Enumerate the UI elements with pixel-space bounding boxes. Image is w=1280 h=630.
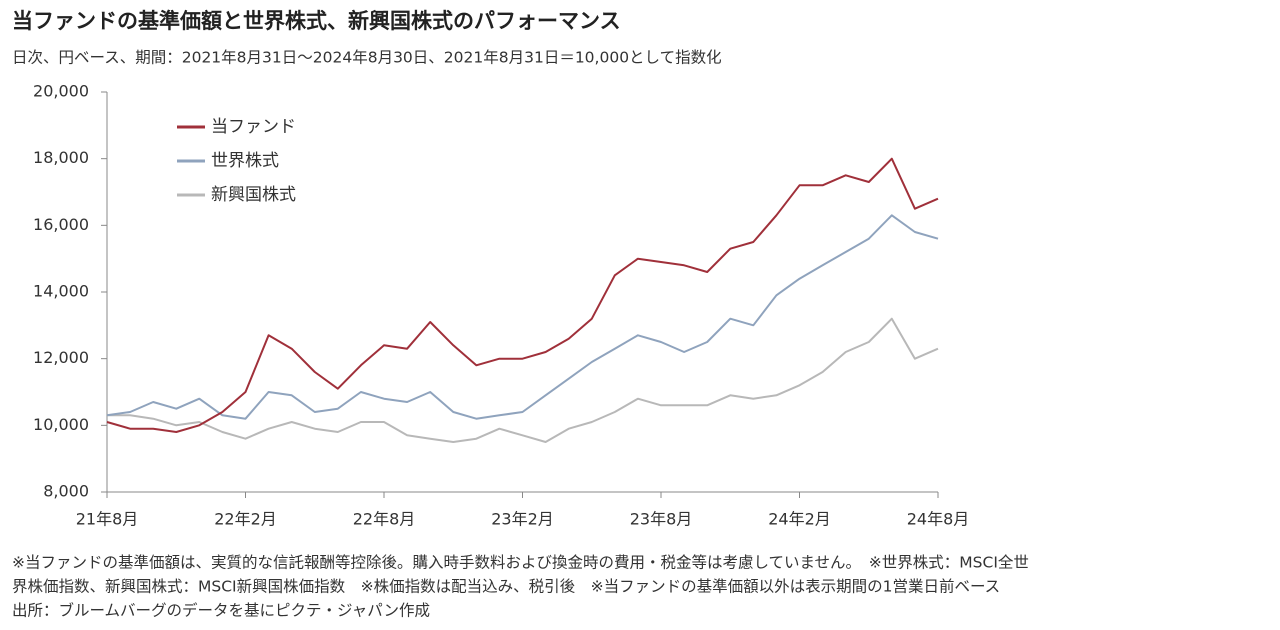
legend-label: 世界株式	[211, 151, 279, 171]
series-line	[106, 157, 939, 433]
y-tick-label: 14,000	[33, 282, 89, 301]
y-tick-label: 18,000	[33, 148, 89, 167]
legend-label: 新興国株式	[211, 185, 296, 205]
chart-title: 当ファンドの基準価額と世界株式、新興国株式のパフォーマンス	[12, 9, 621, 33]
y-tick-label: 20,000	[33, 82, 89, 101]
x-tick-label: 22年8月	[353, 510, 416, 529]
x-tick-label: 21年8月	[76, 510, 139, 529]
x-tick-label: 24年2月	[768, 510, 831, 529]
footnote: 出所：ブルームバーグのデータを基にピクテ・ジャパン作成	[12, 601, 430, 620]
footnote: 界株価指数、新興国株式：MSCI新興国株価指数 ※株価指数は配当込み、税引後 ※…	[12, 578, 1000, 596]
series-line	[106, 214, 939, 420]
y-tick-label: 12,000	[33, 348, 89, 367]
y-tick-label: 8,000	[43, 482, 89, 501]
chart-subtitle: 日次、円ベース、期間：2021年8月31日～2024年8月30日、2021年8月…	[12, 49, 722, 67]
x-tick-label: 22年2月	[214, 510, 277, 529]
legend-label: 当ファンド	[211, 117, 296, 137]
footnote: ※当ファンドの基準価額は、実質的な信託報酬等控除後。購入時手数料および換金時の費…	[12, 554, 1029, 572]
legend-box	[137, 107, 367, 211]
x-tick-label: 23年2月	[491, 510, 554, 529]
series-line	[107, 317, 939, 443]
x-tick-label: 24年8月	[907, 510, 970, 529]
x-tick-label: 23年8月	[630, 510, 693, 529]
y-tick-label: 10,000	[33, 415, 89, 434]
y-tick-label: 16,000	[33, 215, 89, 234]
